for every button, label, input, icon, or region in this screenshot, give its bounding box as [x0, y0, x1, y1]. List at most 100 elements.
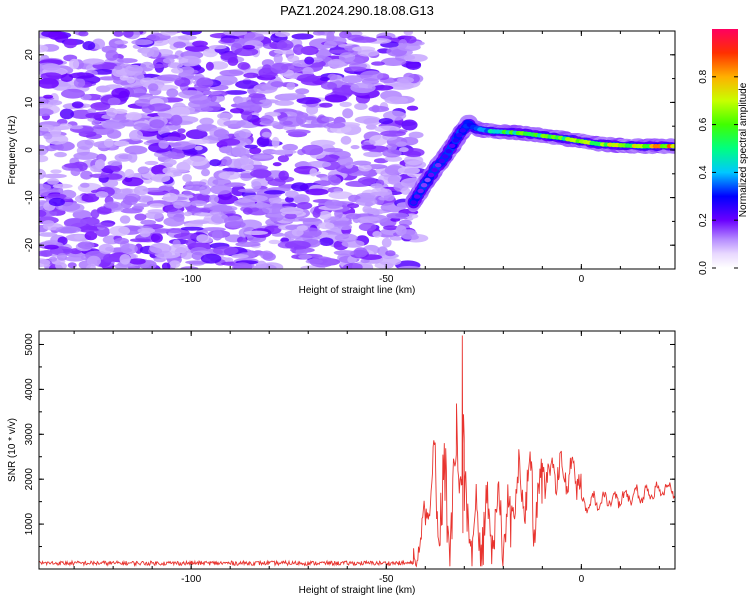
- noise-blob: [93, 222, 114, 228]
- noise-blob: [302, 123, 319, 128]
- noise-blob: [179, 66, 195, 75]
- noise-blob: [397, 76, 414, 84]
- noise-blob: [278, 170, 290, 181]
- noise-blob: [111, 67, 128, 78]
- noise-blob: [50, 169, 62, 174]
- noise-blob: [255, 260, 267, 269]
- noise-blob: [40, 72, 62, 80]
- y-tick-label: -20: [24, 238, 35, 253]
- noise-blob: [231, 254, 249, 259]
- noise-blob: [43, 133, 53, 140]
- noise-blob: [343, 262, 363, 269]
- noise-blob: [140, 61, 155, 72]
- colorbar-tick-label: 0.4: [698, 165, 709, 179]
- noise-blob: [165, 228, 186, 234]
- noise-blob: [242, 207, 253, 215]
- snr-ticks: -100 -50 0 1000 2000 3000 4000 5000: [24, 331, 675, 585]
- noise-blob: [46, 193, 67, 199]
- noise-blob: [264, 190, 286, 195]
- spectrogram-x-axis-label: Height of straight line (km): [299, 285, 416, 296]
- noise-blob: [193, 212, 214, 217]
- noise-blob: [90, 165, 101, 173]
- noise-blob: [213, 129, 230, 138]
- colorbar-tick-label: 0.0: [698, 261, 709, 275]
- noise-blob: [312, 31, 325, 36]
- noise-blob: [273, 48, 298, 55]
- noise-blob: [381, 237, 392, 248]
- noise-blob: [352, 160, 372, 166]
- noise-blob: [129, 129, 143, 141]
- noise-blob: [91, 38, 106, 50]
- noise-blob: [84, 231, 98, 241]
- noise-blob: [119, 215, 131, 224]
- y-tick-label: 0: [24, 147, 35, 153]
- noise-blob: [230, 108, 244, 114]
- noise-blob: [136, 195, 154, 203]
- noise-blob: [205, 61, 214, 71]
- noise-blob: [56, 253, 68, 261]
- colorbar-label: Normalized spectral amplitude: [738, 82, 749, 217]
- y-tick-label: 20: [24, 49, 35, 61]
- noise-blob: [133, 203, 150, 208]
- noise-blob: [39, 183, 52, 191]
- noise-blob: [177, 35, 197, 41]
- noise-blob: [318, 210, 332, 220]
- noise-blob: [87, 108, 97, 114]
- noise-blob: [273, 53, 283, 64]
- noise-blob: [52, 183, 73, 189]
- noise-blob: [235, 241, 261, 247]
- noise-blob: [344, 66, 367, 72]
- noise-blob: [357, 49, 380, 57]
- noise-blob: [347, 203, 360, 209]
- noise-blob: [103, 257, 121, 262]
- noise-blob: [169, 260, 181, 268]
- signal-track-core: [452, 138, 459, 143]
- noise-blob: [180, 226, 204, 231]
- noise-blob: [284, 240, 311, 250]
- noise-blob: [98, 243, 115, 254]
- noise-blob: [114, 153, 133, 162]
- noise-blob: [310, 139, 336, 147]
- noise-blob: [237, 62, 250, 70]
- noise-blob: [98, 76, 119, 81]
- figure-title: PAZ1.2024.290.18.08.G13: [280, 3, 434, 18]
- noise-blob: [158, 140, 169, 149]
- noise-blob: [400, 187, 411, 195]
- noise-blob: [285, 129, 311, 135]
- x-tick-label: -50: [379, 274, 394, 285]
- noise-blob: [403, 35, 417, 44]
- noise-blob: [70, 125, 84, 130]
- noise-blob: [244, 230, 269, 235]
- noise-blob: [56, 123, 73, 130]
- noise-blob: [122, 31, 134, 38]
- noise-blob: [133, 185, 149, 196]
- noise-blob: [309, 168, 318, 177]
- noise-blob: [304, 116, 317, 121]
- noise-blob: [163, 158, 177, 166]
- noise-blob: [113, 31, 124, 37]
- noise-blob: [125, 111, 142, 121]
- noise-blob: [354, 115, 381, 124]
- snr-background: [39, 331, 675, 569]
- noise-blob: [218, 171, 241, 180]
- noise-blob: [324, 199, 343, 209]
- noise-blob: [39, 78, 59, 89]
- signal-track-core: [420, 183, 428, 188]
- noise-blob: [191, 251, 204, 261]
- noise-blob: [224, 182, 246, 188]
- snr-y-axis-label: SNR (10 * v/v): [7, 418, 18, 482]
- noise-blob: [319, 76, 330, 82]
- noise-blob: [260, 115, 274, 124]
- noise-blob: [280, 237, 290, 243]
- noise-blob: [274, 100, 294, 106]
- noise-blob: [160, 31, 178, 36]
- noise-blob: [255, 31, 279, 35]
- noise-blob: [44, 244, 59, 250]
- noise-blob: [234, 47, 259, 57]
- noise-blob: [131, 39, 154, 46]
- noise-blob: [354, 103, 368, 110]
- noise-blob: [241, 110, 253, 121]
- noise-blob: [223, 31, 248, 36]
- noise-blob: [270, 81, 285, 88]
